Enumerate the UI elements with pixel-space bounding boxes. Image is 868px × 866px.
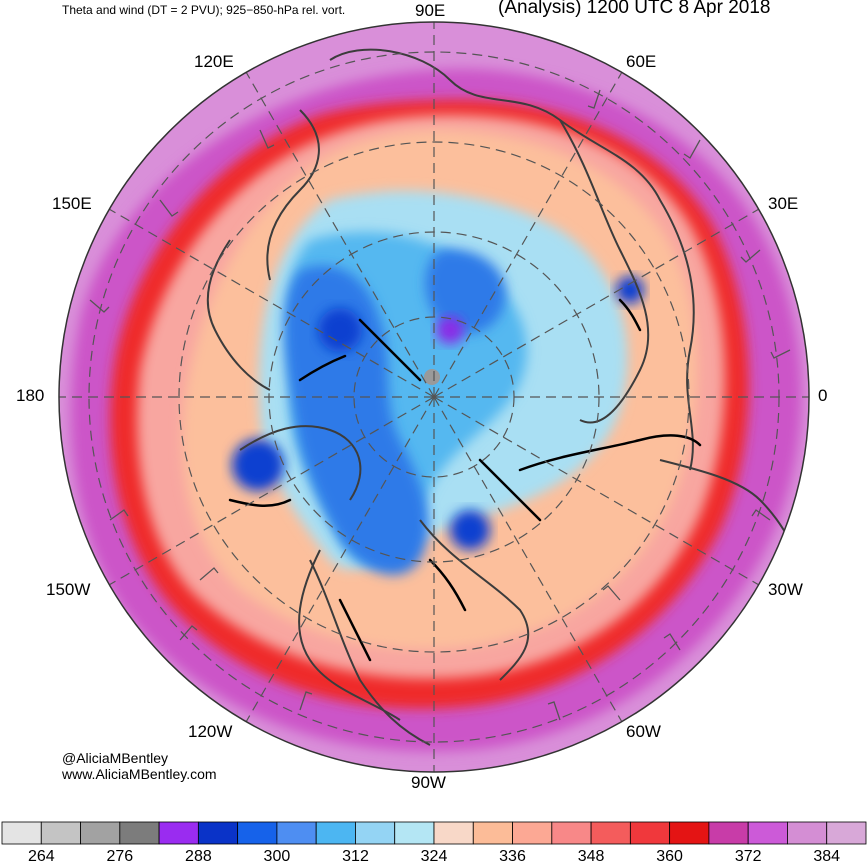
colorbar-swatch: [551, 821, 592, 845]
colorbar-swatch: [276, 821, 317, 845]
lon-label-150w: 150W: [46, 580, 91, 599]
lon-label-90w: 90W: [411, 773, 446, 792]
colorbar-swatch: [119, 821, 160, 845]
colorbar-tick-label: 276: [106, 848, 134, 865]
colorbar-tick-label: 360: [656, 848, 683, 865]
colorbar-swatch: [629, 821, 671, 845]
colorbar-swatch: [394, 821, 435, 845]
lon-label-30w: 30W: [768, 580, 803, 599]
colorbar-swatch: [826, 821, 867, 845]
cold-core-arctic: [436, 316, 464, 344]
colorbar-tick-label: 348: [577, 848, 605, 865]
colorbar-swatch: [669, 821, 710, 845]
colorbar-swatch: [197, 821, 239, 845]
colorbar: [1, 821, 867, 845]
lon-label-180: 180: [16, 386, 45, 405]
lon-label-120w: 120W: [188, 722, 233, 741]
colorbar-swatch: [40, 821, 81, 845]
cold-blue-region: [284, 265, 429, 575]
colorbar-tick-label: 312: [342, 848, 369, 865]
colorbar-swatch: [158, 821, 199, 845]
colorbar-swatch: [708, 821, 749, 845]
colorbar-tick-label: 372: [734, 848, 762, 865]
cold-core-hudson: [450, 510, 490, 550]
colorbar-swatch: [472, 821, 513, 845]
colorbar-tick-label: 336: [499, 848, 526, 865]
colorbar-swatch: [315, 821, 356, 845]
colorbar-swatch: [433, 821, 474, 845]
polar-stereographic-map: [58, 21, 810, 773]
lon-label-120e: 120E: [194, 52, 234, 71]
colorbar-swatch: [80, 821, 121, 845]
colorbar-swatch: [1, 821, 42, 845]
valid-time-title: (Analysis) 1200 UTC 8 Apr 2018: [498, 0, 771, 18]
colorbar-tick-label: 288: [185, 848, 212, 865]
lon-label-30e: 30E: [768, 194, 799, 213]
map-title: Theta and wind (DT = 2 PVU); 925−850-hPa…: [62, 3, 346, 17]
lon-label-90e: 90E: [415, 1, 446, 20]
colorbar-swatches: [1, 821, 867, 845]
colorbar-tick-label: 264: [27, 848, 55, 865]
lon-label-0: 0: [818, 386, 828, 405]
colorbar-swatch: [237, 821, 278, 845]
cold-core-siberia: [616, 276, 644, 304]
pole-gray-spot: [424, 369, 440, 385]
author-website: www.AliciaMBentley.com: [62, 766, 217, 782]
colorbar-tick-label: 300: [263, 848, 291, 865]
cold-core-pacific: [232, 439, 284, 491]
colorbar-tick-label: 324: [420, 848, 448, 865]
lon-label-150e: 150E: [52, 194, 92, 213]
cold-core-canada: [318, 308, 362, 352]
colorbar-swatch: [590, 821, 631, 845]
colorbar-swatch: [355, 821, 396, 845]
colorbar-swatch: [747, 821, 788, 845]
cold-blue-region-east: [425, 249, 506, 334]
lon-label-60e: 60E: [626, 52, 657, 71]
colorbar-swatch: [512, 821, 553, 845]
colorbar-swatch: [787, 821, 828, 845]
lon-label-60w: 60W: [626, 722, 661, 741]
author-handle: @AliciaMBentley: [62, 750, 169, 766]
map-boundary: [58, 21, 810, 773]
colorbar-tick-label: 384: [813, 848, 841, 865]
graticule: [59, 22, 809, 772]
